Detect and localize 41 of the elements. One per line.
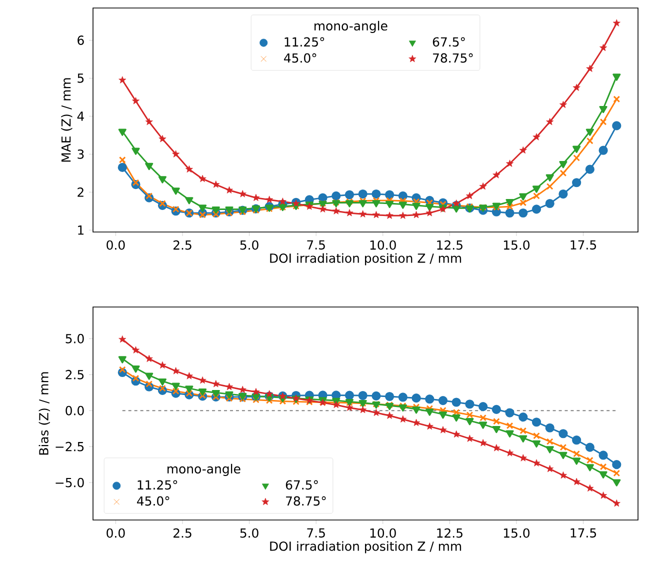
y-axis-title: Bias (Z) / mm — [38, 372, 50, 455]
x-tick-label: 12.5 — [437, 240, 462, 250]
x-tick-label: 15.0 — [504, 240, 530, 250]
x-tick-label: 0.0 — [106, 240, 125, 250]
legend-label: 67.5° — [432, 37, 465, 47]
y-tick-label: 5.0 — [66, 334, 84, 344]
y-tick-label: −5.0 — [56, 478, 84, 488]
y-tick-label: 3 — [78, 149, 84, 159]
y-tick-label: 1 — [78, 226, 84, 235]
x-tick-label: 5.0 — [240, 240, 258, 250]
legend-label: 78.75° — [286, 496, 326, 506]
x-tick-label: 10.0 — [370, 240, 396, 250]
y-tick-label: 6 — [78, 36, 84, 45]
y-tick-label: 2 — [78, 187, 84, 197]
legend-label: 45.0° — [284, 53, 316, 63]
y-tick-label: 5 — [78, 74, 84, 83]
x-tick-label: 5.0 — [240, 528, 258, 538]
x-tick-label: 2.5 — [174, 528, 192, 538]
x-axis-title: DOI irradiation position Z / mm — [270, 253, 462, 266]
x-tick-label: 0.0 — [106, 528, 125, 538]
x-tick-label: 10.0 — [370, 528, 396, 538]
legend-label: 11.25° — [138, 480, 178, 490]
x-tick-label: 7.5 — [307, 528, 325, 538]
legend-title: mono-angle — [314, 20, 388, 33]
y-tick-label: 2.5 — [66, 370, 84, 380]
x-tick-label: 17.5 — [570, 240, 596, 250]
legend-label: 11.25° — [284, 37, 324, 47]
x-tick-label: 12.5 — [437, 528, 462, 538]
legend-title: mono-angle — [168, 464, 240, 476]
legend-label: 78.75° — [433, 53, 473, 63]
x-tick-label: 17.5 — [570, 528, 596, 538]
x-tick-label: 2.5 — [174, 240, 192, 250]
y-tick-label: −2.5 — [56, 442, 84, 452]
legend-label: 67.5° — [286, 480, 318, 490]
x-axis-title: DOI irradiation position Z / mm — [270, 541, 462, 554]
y-tick-label: 0.0 — [66, 406, 84, 416]
x-tick-label: 7.5 — [307, 240, 325, 250]
y-axis-title: MAE (Z) / mm — [61, 78, 72, 162]
y-tick-label: 4 — [77, 112, 84, 121]
x-tick-label: 15.0 — [504, 528, 530, 538]
legend-label: 45.0° — [137, 496, 170, 506]
